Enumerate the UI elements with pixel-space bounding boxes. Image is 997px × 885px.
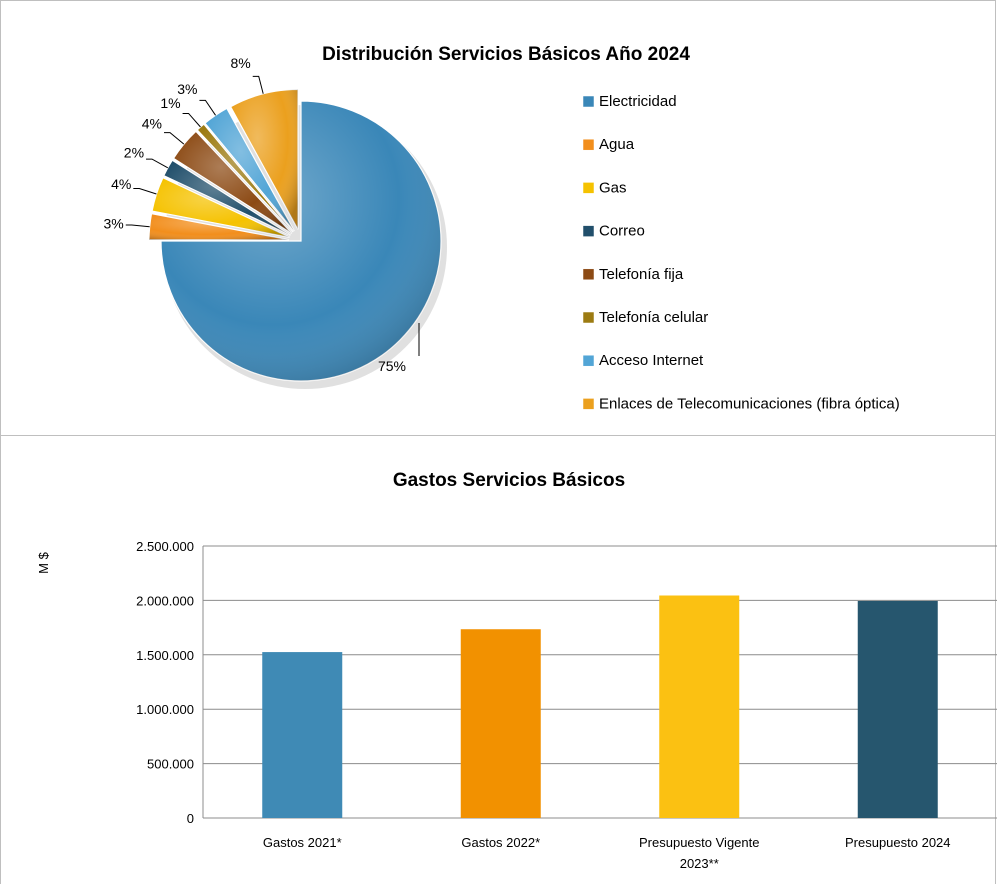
pie-slice-acceso-internet-shading: [205, 108, 295, 232]
legend-swatch: [582, 138, 595, 151]
y-tick-label: 1.000.000: [136, 702, 194, 717]
leader-line: [133, 187, 157, 195]
legend-entry: Telefonía celular: [599, 309, 708, 326]
legend-swatch: [582, 225, 595, 237]
x-tick-label: Gastos 2021*: [263, 835, 342, 850]
x-tick-label: Presupuesto Vigente: [639, 835, 759, 850]
leader-line: [252, 75, 264, 94]
legend-entry: Gas: [599, 179, 627, 196]
leader-line: [125, 224, 150, 228]
bar-chart: Gastos Servicios Básicos M $ 0 500.000 1.0…: [36, 470, 997, 871]
pie-slice-electricidad-shading: [161, 101, 441, 381]
leader-line: [146, 158, 169, 169]
x-tick-label: Presupuesto 2024: [845, 835, 951, 850]
y-tick-label: 0: [187, 811, 194, 826]
pie-data-label: 1%: [160, 95, 180, 111]
legend-entry: Enlaces de Telecomunicaciones (fibra ópt…: [599, 395, 900, 412]
bar-chart-panel: Gastos Servicios Básicos M $ 0 500.000 1.0…: [0, 435, 997, 884]
bar-3: [659, 595, 740, 818]
bar-2: [460, 629, 541, 818]
leader-line: [199, 99, 216, 116]
legend-swatch: [582, 354, 595, 367]
y-tick-label: 2.000.000: [136, 593, 194, 608]
x-tick-label: 2023**: [680, 856, 719, 871]
legend-entry: Telefonía fija: [599, 266, 684, 283]
legend-entry: Electricidad: [599, 93, 677, 110]
pie-slice-correo-shading: [163, 160, 291, 236]
leader-line: [182, 112, 201, 128]
pie-slice-telefon-a-celular-shading: [197, 124, 294, 232]
y-axis-label: M $: [36, 551, 51, 573]
pie-slice-gas-shading: [152, 177, 290, 238]
bar-1: [262, 652, 343, 818]
pie-slice-enlaces-de-telecomunicaciones-fibra-ptica-shading: [230, 89, 299, 230]
y-tick-label: 2.500.000: [136, 539, 194, 554]
legend-swatch: [582, 398, 595, 410]
legend-swatch: [582, 182, 595, 194]
bar-chart-title: Gastos Servicios Básicos: [393, 470, 625, 491]
pie-chart: Distribución Servicios Básicos Año 2024 …: [104, 44, 900, 412]
pie-data-label: 3%: [104, 216, 124, 232]
pie-data-label: 4%: [142, 116, 162, 132]
pie-slice-telefon-a-fija-shading: [173, 131, 292, 234]
bar-4: [857, 600, 938, 818]
leader-line: [164, 132, 185, 145]
y-tick-label: 500.000: [147, 757, 194, 772]
pie-data-label: 3%: [177, 81, 197, 97]
pie-slice-agua-shading: [149, 213, 290, 240]
pie-data-label: 4%: [111, 176, 131, 192]
y-tick-label: 1.500.000: [136, 648, 194, 663]
pie-chart-panel: Distribución Servicios Básicos Año 2024 …: [0, 0, 996, 436]
pie-data-label: 8%: [230, 55, 250, 71]
legend-entry: Correo: [599, 223, 645, 240]
legend-swatch: [582, 268, 595, 281]
legend-entry: Acceso Internet: [599, 352, 704, 369]
x-tick-label: Gastos 2022*: [461, 835, 540, 850]
legend-swatch: [582, 311, 595, 324]
pie-data-label: 2%: [124, 144, 144, 160]
pie-data-label: 75%: [378, 358, 406, 374]
pie-chart-title: Distribución Servicios Básicos Año 2024: [322, 44, 690, 65]
legend-swatch: [582, 95, 595, 108]
legend-entry: Agua: [599, 136, 635, 153]
